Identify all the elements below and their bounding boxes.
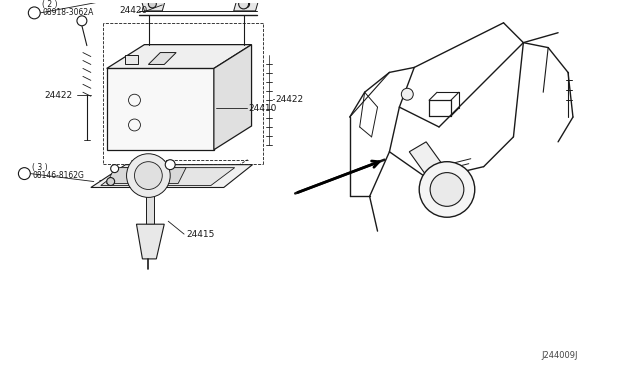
Polygon shape xyxy=(100,168,235,186)
Circle shape xyxy=(165,160,175,170)
Polygon shape xyxy=(136,224,164,259)
Text: 24415: 24415 xyxy=(186,230,214,238)
Text: 24410: 24410 xyxy=(248,104,277,113)
Polygon shape xyxy=(91,165,253,187)
Circle shape xyxy=(127,154,170,198)
Circle shape xyxy=(430,173,464,206)
Circle shape xyxy=(19,168,30,180)
Polygon shape xyxy=(148,52,176,64)
Circle shape xyxy=(419,162,475,217)
Polygon shape xyxy=(214,45,252,150)
Circle shape xyxy=(107,177,115,186)
Text: ( 3 ): ( 3 ) xyxy=(32,163,48,172)
Polygon shape xyxy=(410,142,444,180)
Circle shape xyxy=(134,162,163,189)
Circle shape xyxy=(401,88,413,100)
Polygon shape xyxy=(140,0,166,11)
Text: B: B xyxy=(22,171,27,177)
Text: N: N xyxy=(31,10,37,16)
Polygon shape xyxy=(125,55,138,64)
Text: 08146-8162G: 08146-8162G xyxy=(32,171,84,180)
Circle shape xyxy=(239,0,248,9)
Circle shape xyxy=(242,0,250,8)
Text: 24422: 24422 xyxy=(275,95,303,104)
Text: 08918-3062A: 08918-3062A xyxy=(42,9,93,17)
Text: 24422: 24422 xyxy=(44,91,72,100)
Text: A: A xyxy=(79,18,84,24)
Polygon shape xyxy=(107,68,214,150)
Polygon shape xyxy=(147,187,154,224)
Polygon shape xyxy=(143,168,186,183)
Circle shape xyxy=(148,0,156,8)
Polygon shape xyxy=(107,168,147,183)
Circle shape xyxy=(77,16,87,26)
Circle shape xyxy=(28,7,40,19)
Text: J244009J: J244009J xyxy=(541,351,578,360)
Circle shape xyxy=(111,165,118,173)
Text: A: A xyxy=(168,162,172,167)
Text: 24420: 24420 xyxy=(120,6,148,15)
Polygon shape xyxy=(107,45,252,68)
Polygon shape xyxy=(234,0,259,11)
Text: ( 2 ): ( 2 ) xyxy=(42,0,58,9)
